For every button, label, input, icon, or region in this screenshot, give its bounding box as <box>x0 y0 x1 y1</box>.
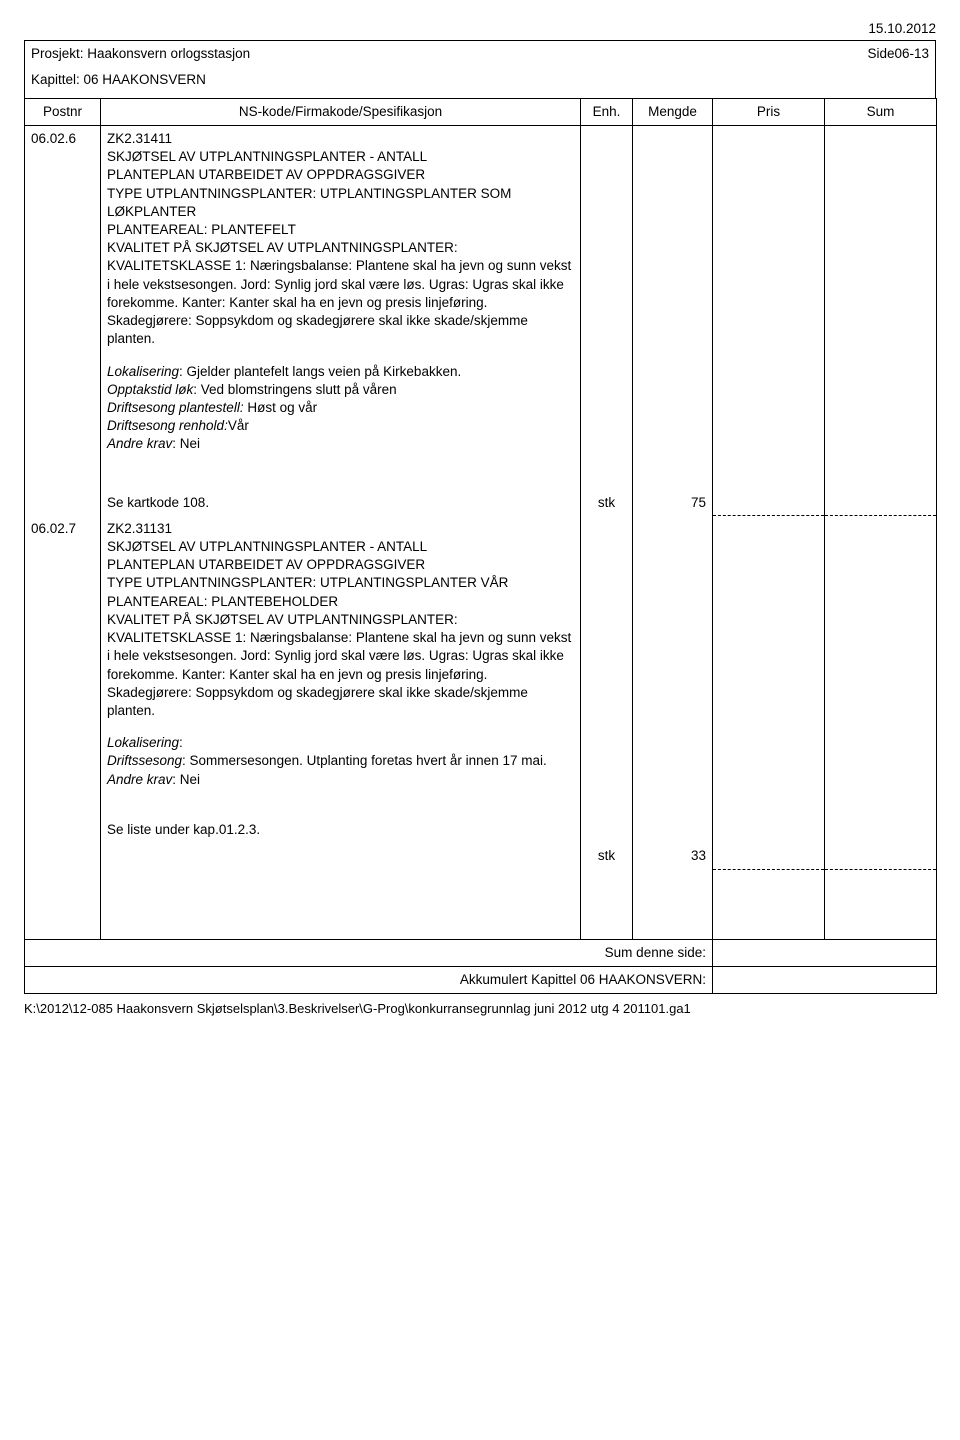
enh-cell <box>581 125 633 471</box>
mengde-cell <box>633 125 713 471</box>
drift2-text: Vår <box>228 418 249 433</box>
sum-side-value <box>713 939 937 966</box>
postnr-cell <box>25 472 101 516</box>
pris-cell <box>713 516 825 843</box>
col-mengde: Mengde <box>633 98 713 125</box>
table-row: Se kartkode 108. stk 75 <box>25 472 937 516</box>
sum-cell <box>825 472 937 516</box>
spacer-cell <box>101 869 581 939</box>
spacer-cell <box>713 869 825 939</box>
loc-label: Lokalisering <box>107 364 179 379</box>
mengde-cell: 33 <box>633 843 713 869</box>
drift-label: Driftssesong <box>107 753 182 768</box>
code: ZK2.31411 <box>107 131 172 146</box>
side-label: Side06-13 <box>867 45 929 63</box>
postnr-cell <box>25 843 101 869</box>
loc-text: : <box>179 735 183 750</box>
spec-cell: Se kartkode 108. <box>101 472 581 516</box>
top-line: 15.10.2012 <box>24 20 936 38</box>
pris-cell <box>713 472 825 516</box>
spec-line: PLANTEAREAL: PLANTEBEHOLDER <box>107 593 574 611</box>
kart-text: Se kartkode 108. <box>107 495 209 510</box>
akk-label: Akkumulert Kapittel 06 HAAKONSVERN: <box>25 967 713 994</box>
spec-line: KVALITET PÅ SKJØTSEL AV UTPLANTNINGSPLAN… <box>107 239 574 348</box>
chapter-line: Kapittel: 06 HAAKONSVERN <box>24 65 936 97</box>
loc-text: : Gjelder plantefelt langs veien på Kirk… <box>179 364 461 379</box>
andre-text: : Nei <box>172 772 200 787</box>
enh-cell <box>581 516 633 843</box>
postnr-cell: 06.02.7 <box>25 516 101 843</box>
col-spec: NS-kode/Firmakode/Spesifikasjon <box>101 98 581 125</box>
spec-cell: ZK2.31131 SKJØTSEL AV UTPLANTNINGSPLANTE… <box>101 516 581 843</box>
enh-cell: stk <box>581 843 633 869</box>
spec-line: TYPE UTPLANTNINGSPLANTER: UTPLANTINGSPLA… <box>107 185 574 221</box>
spec-line: PLANTEPLAN UTARBEIDET AV OPPDRAGSGIVER <box>107 556 574 574</box>
col-enh: Enh. <box>581 98 633 125</box>
sum-cell <box>825 125 937 471</box>
col-sum: Sum <box>825 98 937 125</box>
project-label: Prosjekt: Haakonsvern orlogsstasjon <box>31 45 250 63</box>
andre-label: Andre krav <box>107 772 172 787</box>
mengde-cell: 75 <box>633 472 713 516</box>
spec-title: SKJØTSEL AV UTPLANTNINGSPLANTER - ANTALL <box>107 148 574 166</box>
spec-cell <box>101 843 581 869</box>
drift1-text: Høst og vår <box>244 400 318 415</box>
spacer-cell <box>581 869 633 939</box>
spec-title: SKJØTSEL AV UTPLANTNINGSPLANTER - ANTALL <box>107 538 574 556</box>
liste-text: Se liste under kap.01.2.3. <box>107 822 260 837</box>
spec-line: TYPE UTPLANTNINGSPLANTER: UTPLANTINGSPLA… <box>107 574 574 592</box>
spec-cell: ZK2.31411 SKJØTSEL AV UTPLANTNINGSPLANTE… <box>101 125 581 471</box>
spec-line: PLANTEPLAN UTARBEIDET AV OPPDRAGSGIVER <box>107 166 574 184</box>
opp-label: Opptakstid løk <box>107 382 193 397</box>
akk-row: Akkumulert Kapittel 06 HAAKONSVERN: <box>25 967 937 994</box>
spacer-cell <box>25 869 101 939</box>
col-pris: Pris <box>713 98 825 125</box>
akk-value <box>713 967 937 994</box>
spacer-cell <box>825 869 937 939</box>
drift1-label: Driftsesong plantestell: <box>107 400 244 415</box>
loc-label: Lokalisering <box>107 735 179 750</box>
pris-cell <box>713 125 825 471</box>
project-line: Prosjekt: Haakonsvern orlogsstasjon Side… <box>24 40 936 65</box>
drift2-label: Driftsesong renhold: <box>107 418 228 433</box>
sum-side-row: Sum denne side: <box>25 939 937 966</box>
drift-text: : Sommersesongen. Utplanting foretas hve… <box>182 753 547 768</box>
opp-text: : Ved blomstringens slutt på våren <box>193 382 396 397</box>
spec-line: PLANTEAREAL: PLANTEFELT <box>107 221 574 239</box>
code: ZK2.31131 <box>107 521 172 536</box>
pris-cell <box>713 843 825 869</box>
col-postnr: Postnr <box>25 98 101 125</box>
table-row <box>25 869 937 939</box>
date: 15.10.2012 <box>868 20 936 38</box>
table-row: stk 33 <box>25 843 937 869</box>
mengde-cell <box>633 516 713 843</box>
chapter-label: Kapittel: 06 HAAKONSVERN <box>31 72 206 87</box>
footer-path: K:\2012\12-085 Haakonsvern Skjøtselsplan… <box>24 1000 936 1018</box>
enh-cell: stk <box>581 472 633 516</box>
spacer-cell <box>633 869 713 939</box>
table-row: 06.02.7 ZK2.31131 SKJØTSEL AV UTPLANTNIN… <box>25 516 937 843</box>
andre-text: : Nei <box>172 436 200 451</box>
table-row: 06.02.6 ZK2.31411 SKJØTSEL AV UTPLANTNIN… <box>25 125 937 471</box>
page: 15.10.2012 Prosjekt: Haakonsvern orlogss… <box>0 0 960 1048</box>
sum-cell <box>825 516 937 843</box>
spec-line: KVALITET PÅ SKJØTSEL AV UTPLANTNINGSPLAN… <box>107 611 574 720</box>
spec-table: Postnr NS-kode/Firmakode/Spesifikasjon E… <box>24 98 937 995</box>
postnr-cell: 06.02.6 <box>25 125 101 471</box>
andre-label: Andre krav <box>107 436 172 451</box>
table-header-row: Postnr NS-kode/Firmakode/Spesifikasjon E… <box>25 98 937 125</box>
sum-side-label: Sum denne side: <box>25 939 713 966</box>
sum-cell <box>825 843 937 869</box>
